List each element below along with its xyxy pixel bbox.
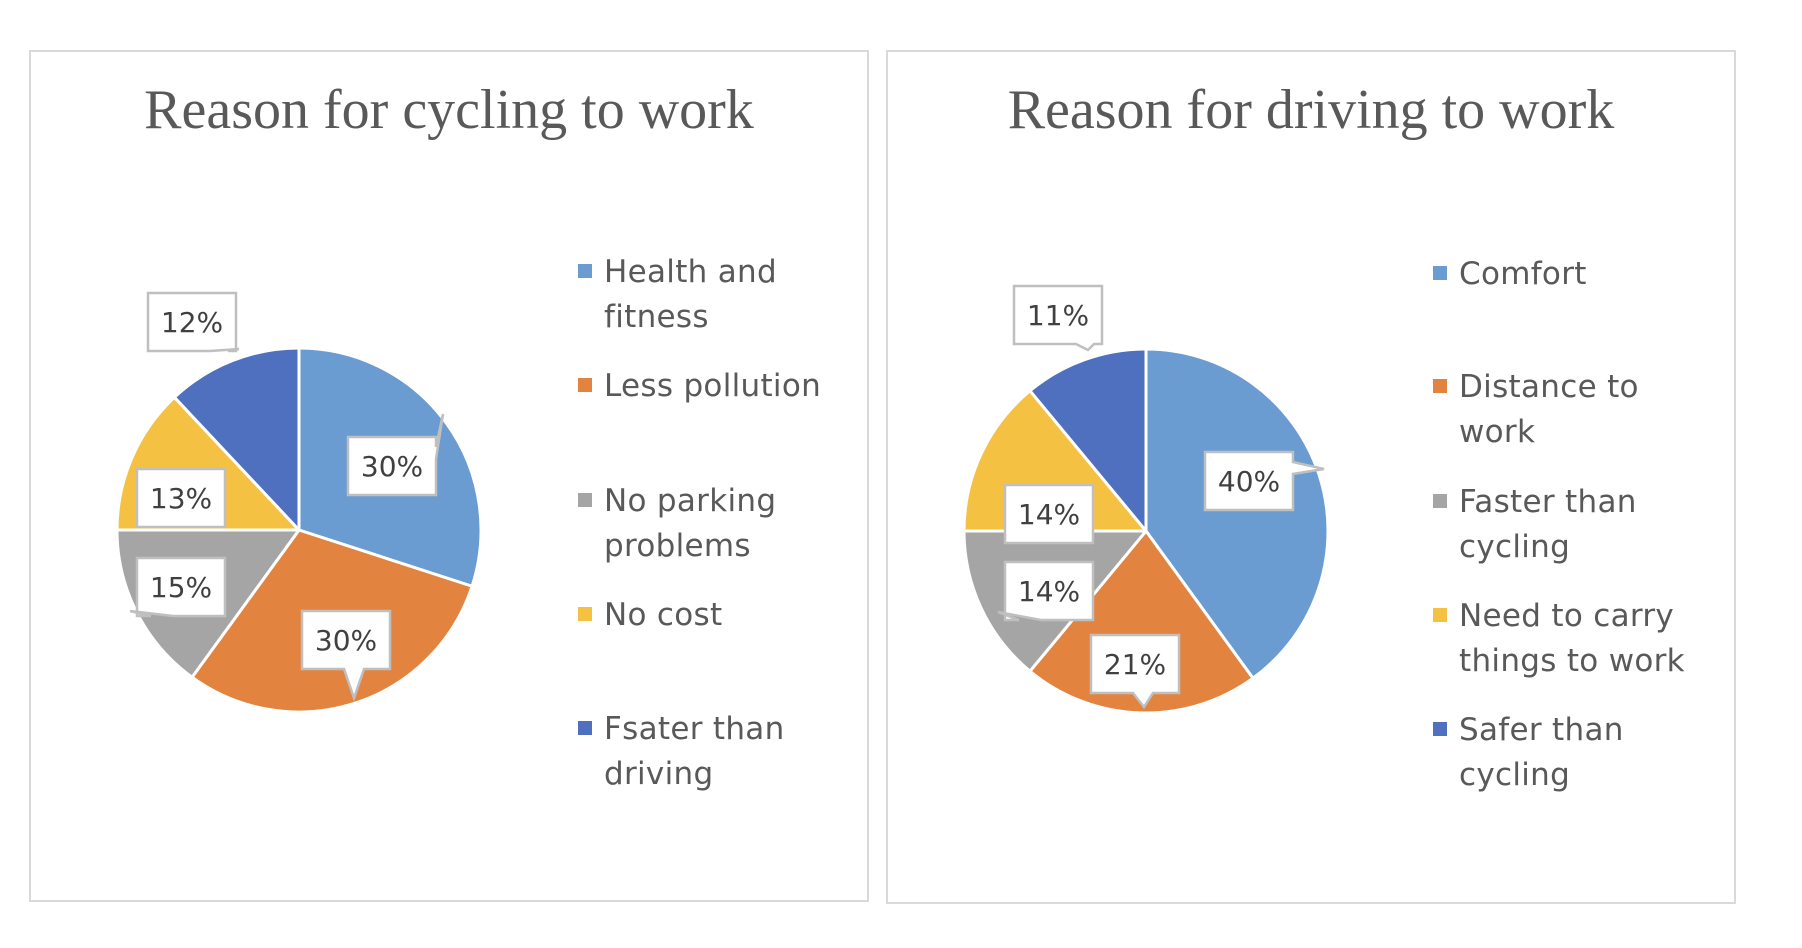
legend-label: Less pollution — [604, 368, 822, 404]
svg-text:40%: 40% — [1218, 465, 1280, 498]
legend-item-2: Less pollution — [578, 364, 834, 409]
legend-label: Faster than cycling — [1459, 484, 1637, 565]
data-label-2: 30% — [300, 609, 392, 702]
svg-text:30%: 30% — [361, 450, 423, 483]
legend-item-1: Comfort — [1433, 252, 1689, 297]
legend-label: Fsater than driving — [604, 711, 785, 792]
legend-label: Health and fitness — [604, 254, 777, 335]
legend-item-4: No cost — [578, 593, 834, 638]
legend-swatch — [578, 378, 592, 392]
pie-slice-2 — [1028, 529, 1255, 715]
svg-text:30%: 30% — [315, 624, 377, 657]
svg-text:13%: 13% — [150, 482, 212, 515]
legend-swatch — [578, 493, 592, 507]
legend-item-1: Health and fitness — [578, 250, 834, 340]
pie-slice-1 — [1144, 347, 1330, 680]
legend-swatch — [578, 264, 592, 278]
data-label-3: 14% — [997, 560, 1095, 622]
cycling-chart-panel: Reason for cycling to work 30% 30% 15% 13% 1… — [29, 50, 869, 902]
svg-text:15%: 15% — [150, 571, 212, 604]
legend-swatch — [578, 607, 592, 621]
legend-swatch — [1433, 266, 1447, 280]
legend-swatch — [1433, 494, 1447, 508]
chart-title: Reason for cycling to work — [144, 79, 754, 141]
pie-slice-5 — [1028, 347, 1148, 533]
legend-label: Safer than cycling — [1459, 712, 1624, 793]
legend-item-4: Need to carry things to work — [1433, 594, 1689, 684]
legend-item-3: Faster than cycling — [1433, 480, 1689, 570]
pie-slice-5 — [172, 346, 301, 532]
legend-label: Need to carry things to work — [1459, 598, 1685, 679]
data-label-5: 12% — [146, 291, 240, 353]
legend-swatch — [1433, 722, 1447, 736]
legend-label: No parking problems — [604, 483, 777, 564]
legend-label: No cost — [604, 597, 723, 633]
legend-item-5: Fsater than driving — [578, 707, 834, 797]
data-label-2: 21% — [1089, 633, 1181, 710]
svg-text:14%: 14% — [1018, 575, 1080, 608]
svg-text:21%: 21% — [1104, 648, 1166, 681]
svg-text:12%: 12% — [161, 306, 223, 339]
legend-item-2: Distance to work — [1433, 365, 1689, 455]
svg-text:14%: 14% — [1018, 498, 1080, 531]
data-label-5: 11% — [1012, 284, 1104, 352]
legend-label: Comfort — [1459, 256, 1587, 292]
data-label-4: 13% — [135, 467, 227, 529]
legend-item-5: Safer than cycling — [1433, 708, 1689, 798]
legend-swatch — [578, 721, 592, 735]
legend-swatch — [1433, 379, 1447, 393]
cycling-pie-chart: 30% 30% 15% 13% 12% — [115, 291, 483, 714]
legend-label: Distance to work — [1459, 369, 1639, 450]
driving-pie-chart: 40% 21% 14% 14% 11% — [962, 284, 1330, 715]
legend-swatch — [1433, 608, 1447, 622]
data-label-1: 40% — [1203, 450, 1325, 512]
driving-chart-panel: Reason for driving to work 40% 21% 14% 14% 1… — [886, 50, 1736, 904]
chart-title: Reason for driving to work — [1007, 79, 1615, 141]
svg-text:11%: 11% — [1027, 299, 1089, 332]
legend-item-3: No parking problems — [578, 479, 834, 569]
data-label-1: 30% — [346, 413, 445, 497]
data-label-4: 14% — [1003, 483, 1095, 545]
data-label-3: 15% — [129, 556, 227, 618]
